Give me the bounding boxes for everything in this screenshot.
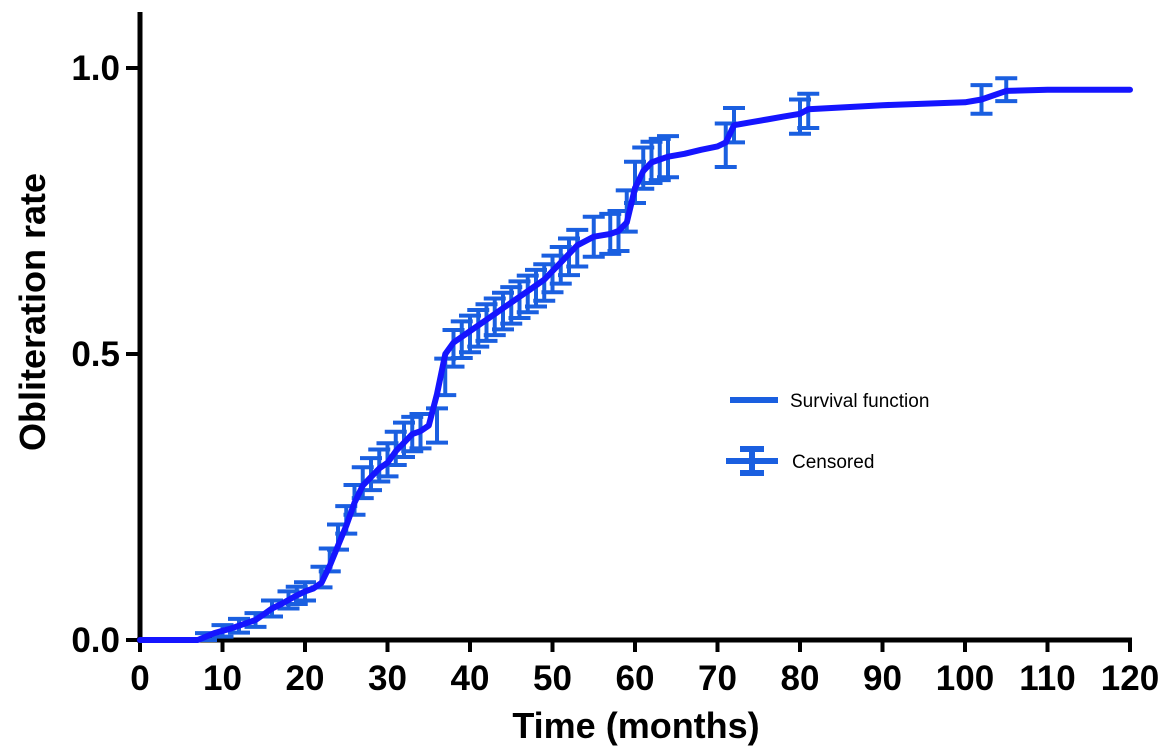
x-tick-label: 60	[616, 659, 655, 698]
legend: Survival function Censored	[726, 391, 929, 476]
x-tick-label: 50	[533, 659, 572, 698]
x-tick-label: 110	[1019, 659, 1075, 698]
x-tick-label: 70	[698, 659, 737, 698]
legend-label-censored: Censored	[792, 452, 874, 473]
x-tick-label: 10	[203, 659, 242, 698]
ticks	[126, 66, 1132, 652]
x-tick-label: 30	[368, 659, 407, 698]
x-tick-label: 120	[1101, 659, 1159, 698]
censored-errorbars	[195, 76, 1018, 642]
tick-labels: 0 10 20 30 40 50 60 70 80 90 100 110 120 0.0 0.5 1.0	[71, 49, 1159, 698]
x-tick-label: 80	[781, 659, 820, 698]
legend-errorbar-swatch	[726, 446, 778, 476]
legend-item-censored: Censored	[726, 446, 874, 476]
x-axis-title: Time (months)	[512, 705, 759, 746]
y-tick-label: 0.5	[71, 335, 120, 374]
y-tick-label: 1.0	[71, 49, 120, 88]
legend-label-survival-function: Survival function	[790, 391, 929, 412]
x-tick-label: 40	[451, 659, 490, 698]
survival-function-line	[137, 86, 1133, 643]
x-tick-label: 90	[863, 659, 902, 698]
censored-errorbar	[426, 406, 448, 445]
y-tick-label: 0.0	[71, 621, 120, 660]
legend-item-survival-function: Survival function	[730, 391, 929, 412]
x-tick-label: 20	[286, 659, 325, 698]
x-tick-label: 100	[936, 659, 994, 698]
x-tick-label: 0	[130, 659, 149, 698]
y-axis-title: Obliteration rate	[12, 173, 53, 451]
